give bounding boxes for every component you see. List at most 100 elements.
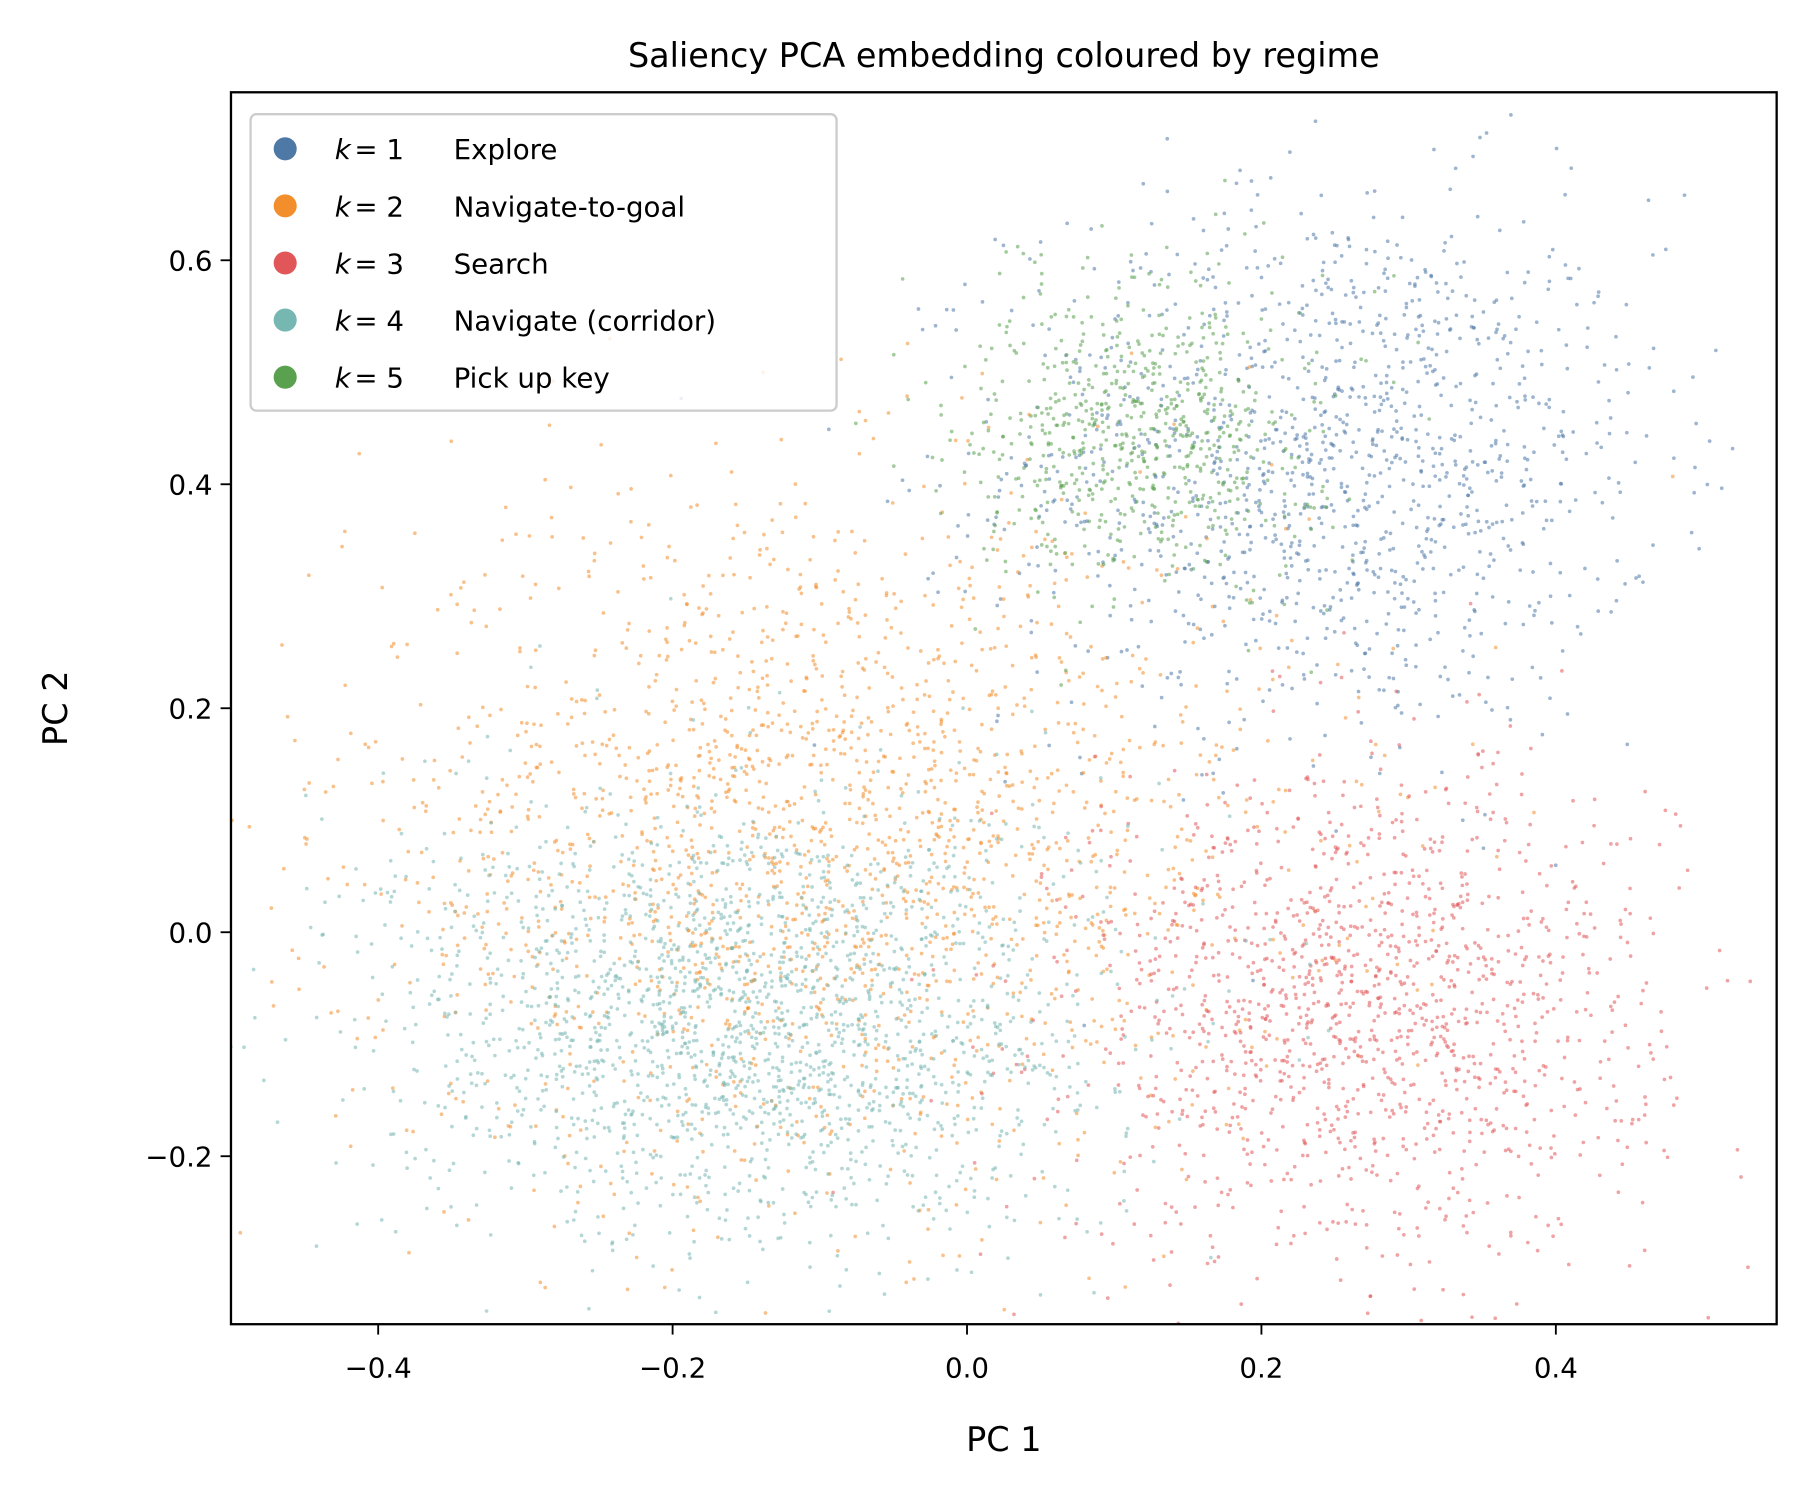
data-point xyxy=(1430,1019,1434,1024)
data-point xyxy=(1168,804,1173,809)
data-point xyxy=(1346,834,1351,838)
data-point xyxy=(1243,1106,1248,1111)
data-point xyxy=(1359,550,1363,555)
data-point xyxy=(1223,515,1228,520)
data-point xyxy=(766,1200,771,1205)
data-point xyxy=(1433,451,1438,456)
data-point xyxy=(1160,312,1164,317)
data-point xyxy=(756,806,761,810)
data-point xyxy=(1508,724,1513,728)
data-point xyxy=(1430,992,1435,997)
data-point xyxy=(566,931,571,936)
data-point xyxy=(1186,1174,1191,1179)
data-point xyxy=(712,739,717,743)
data-point xyxy=(1263,1006,1267,1011)
data-point xyxy=(783,1035,788,1039)
data-point xyxy=(1174,1007,1178,1011)
data-point xyxy=(900,478,905,483)
data-point xyxy=(1534,499,1539,504)
data-point xyxy=(709,826,714,830)
data-point xyxy=(1452,1007,1457,1012)
data-point xyxy=(912,755,916,759)
data-point xyxy=(758,548,762,552)
data-point xyxy=(1189,542,1193,546)
data-point xyxy=(750,764,755,769)
data-point xyxy=(1138,266,1143,270)
data-point xyxy=(733,944,738,949)
data-point xyxy=(1022,696,1027,701)
data-point xyxy=(615,1101,620,1105)
data-point xyxy=(815,719,819,724)
data-point xyxy=(592,1025,597,1030)
data-point xyxy=(1613,1118,1618,1123)
data-point xyxy=(1354,523,1359,527)
data-point xyxy=(500,538,505,543)
data-point xyxy=(366,745,371,750)
data-point xyxy=(1091,472,1096,477)
data-point xyxy=(972,1195,977,1200)
data-point xyxy=(724,1102,729,1107)
data-point xyxy=(1094,953,1099,958)
data-point xyxy=(1125,828,1130,833)
data-point xyxy=(1315,1120,1320,1125)
data-point xyxy=(590,740,595,744)
data-point xyxy=(1412,579,1417,584)
data-point xyxy=(1517,1195,1521,1200)
data-point xyxy=(733,502,738,507)
data-point xyxy=(1379,940,1384,945)
data-point xyxy=(990,922,995,927)
data-point xyxy=(1078,861,1083,865)
data-point xyxy=(1210,855,1215,860)
data-point xyxy=(1259,1057,1263,1062)
data-point xyxy=(1345,1099,1350,1104)
data-point xyxy=(1201,942,1206,947)
data-point xyxy=(484,624,489,629)
data-point xyxy=(1522,1057,1527,1061)
data-point xyxy=(1509,113,1513,117)
data-point xyxy=(485,807,490,812)
data-point xyxy=(1200,886,1205,891)
data-point xyxy=(1147,440,1152,445)
data-point xyxy=(1417,874,1421,879)
data-point xyxy=(593,895,597,899)
data-point xyxy=(966,439,970,443)
data-point xyxy=(1305,447,1309,452)
data-point xyxy=(1475,835,1479,840)
data-point xyxy=(1292,951,1296,956)
data-point xyxy=(1470,990,1474,995)
data-point xyxy=(929,875,934,880)
data-point xyxy=(1161,1254,1166,1259)
data-point xyxy=(1481,576,1486,581)
data-point xyxy=(1302,992,1307,997)
data-point xyxy=(1289,638,1294,643)
data-point xyxy=(1487,525,1491,530)
data-point xyxy=(1592,926,1597,930)
data-point xyxy=(1271,709,1276,713)
data-point xyxy=(871,770,876,775)
data-point xyxy=(1411,482,1415,486)
data-point xyxy=(1333,845,1338,849)
data-point xyxy=(1028,857,1032,862)
data-point xyxy=(873,876,878,881)
data-point xyxy=(705,978,710,982)
data-point xyxy=(564,680,568,684)
data-point xyxy=(1134,834,1139,839)
data-point xyxy=(647,749,652,753)
data-point xyxy=(1533,1039,1537,1044)
data-point xyxy=(1088,1042,1093,1046)
data-point xyxy=(1226,1192,1230,1197)
data-point xyxy=(843,801,847,806)
data-point xyxy=(1319,521,1324,526)
data-point xyxy=(1065,1094,1070,1099)
data-point xyxy=(1069,700,1074,705)
data-point xyxy=(759,640,764,645)
data-point xyxy=(687,727,692,732)
data-point xyxy=(1307,1064,1312,1069)
data-point xyxy=(1490,595,1495,599)
data-point xyxy=(813,792,818,797)
data-point xyxy=(1227,1005,1232,1009)
data-point xyxy=(1414,439,1418,444)
data-point xyxy=(1404,663,1409,668)
data-point xyxy=(587,836,592,841)
data-point xyxy=(686,1122,691,1126)
